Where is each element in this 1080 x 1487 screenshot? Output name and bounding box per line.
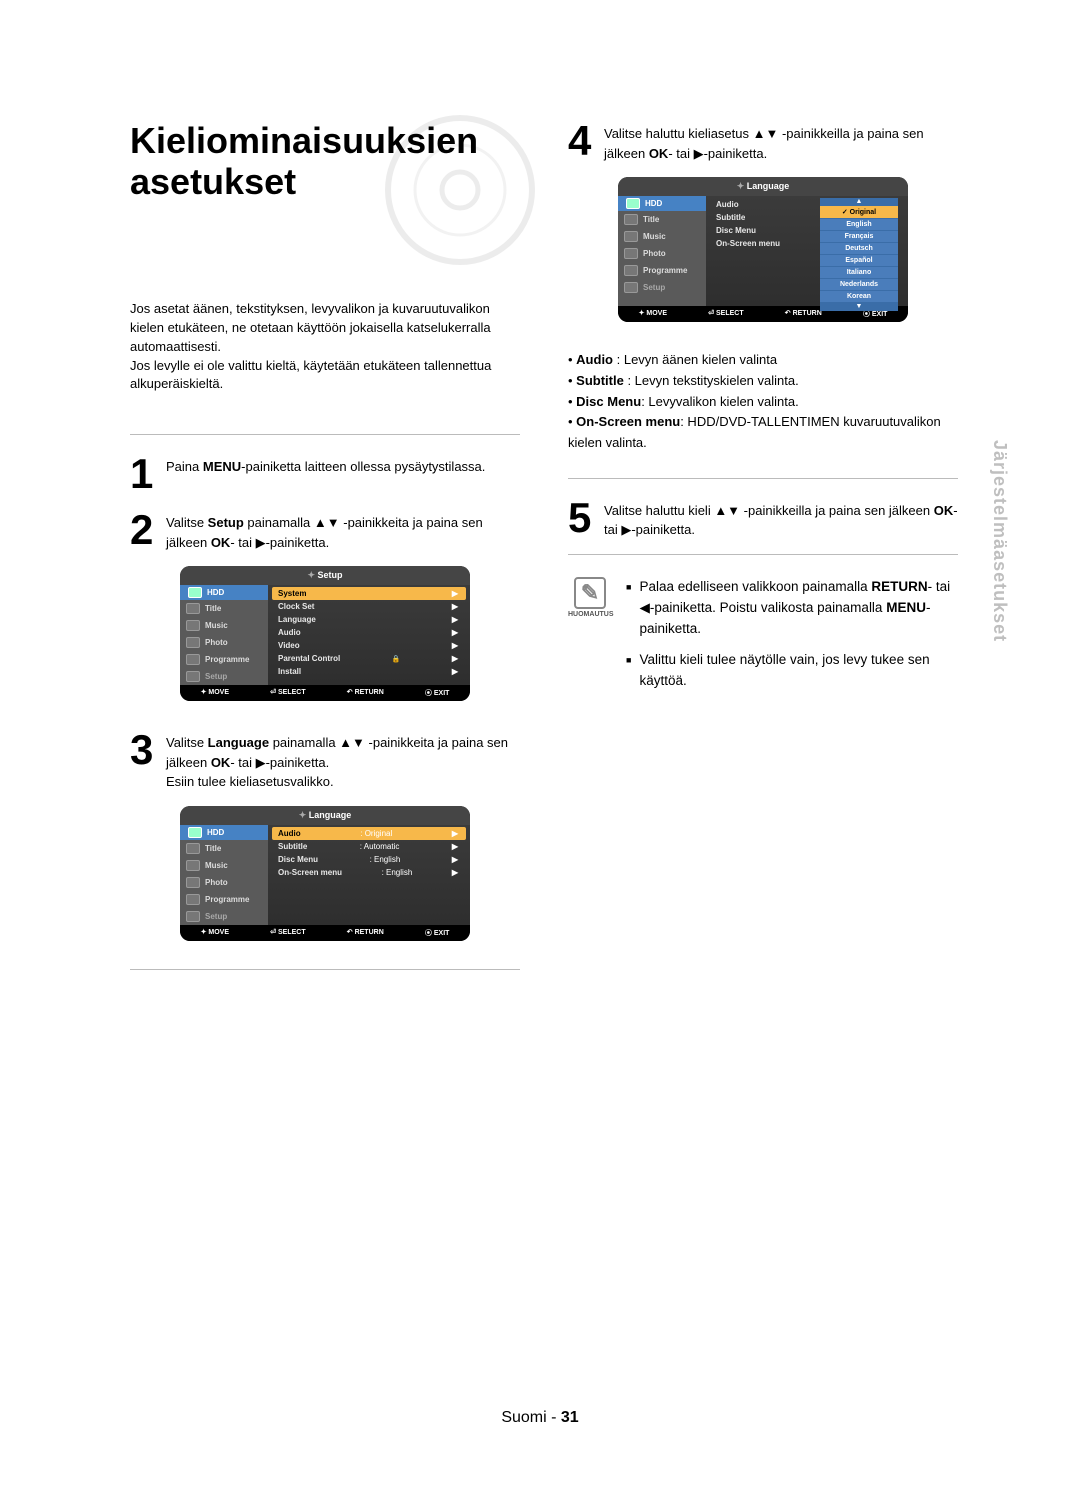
- intro-text: Jos asetat äänen, tekstityksen, levyvali…: [130, 300, 520, 394]
- step-body: Paina MENU-painiketta laitteen ollessa p…: [166, 453, 485, 495]
- divider: [130, 969, 520, 970]
- step-number: 5: [568, 497, 604, 540]
- step-body: Valitse haluttu kieliasetus ▲▼ -painikke…: [604, 120, 958, 163]
- step-number: 3: [130, 729, 166, 792]
- step-body: Valitse Language painamalla ▲▼ -painikke…: [166, 729, 520, 792]
- step-5: 5 Valitse haluttu kieli ▲▼ -painikkeilla…: [568, 497, 958, 540]
- step-4: 4 Valitse haluttu kieliasetus ▲▼ -painik…: [568, 120, 958, 163]
- osd-language-popup-screenshot: ✦ Language HDD Title Music Photo Program…: [618, 177, 908, 322]
- osd-setup-screenshot: ✦ Setup HDD Title Music Photo Programme …: [180, 566, 470, 701]
- section-side-tab: Järjestelmäasetukset: [989, 440, 1010, 642]
- page-title: Kieliominaisuuksien asetukset: [130, 120, 520, 203]
- language-dropdown: ▲ ✓ Original English Français Deutsch Es…: [820, 198, 898, 311]
- step-1: 1 Paina MENU-painiketta laitteen ollessa…: [130, 453, 520, 495]
- step-2: 2 Valitse Setup painamalla ▲▼ -painikkei…: [130, 509, 520, 552]
- page-footer: Suomi - 31: [0, 1409, 1080, 1427]
- divider: [568, 554, 958, 555]
- note-label: HUOMAUTUS: [568, 611, 614, 618]
- note-block: ✎ HUOMAUTUS ■ Palaa edelliseen valikkoon…: [568, 577, 958, 702]
- osd-language-screenshot: ✦ Language HDD Title Music Photo Program…: [180, 806, 470, 941]
- option-descriptions: • Audio : Levyn äänen kielen valinta • S…: [568, 350, 958, 454]
- step-body: Valitse haluttu kieli ▲▼ -painikkeilla j…: [604, 497, 958, 540]
- step-number: 2: [130, 509, 166, 552]
- step-number: 4: [568, 120, 604, 163]
- step-number: 1: [130, 453, 166, 495]
- divider: [130, 434, 520, 435]
- osd-sidebar: HDD Title Music Photo Programme Setup: [180, 585, 268, 685]
- note-icon: ✎: [574, 577, 606, 609]
- divider: [568, 478, 958, 479]
- step-body: Valitse Setup painamalla ▲▼ -painikkeita…: [166, 509, 520, 552]
- step-3: 3 Valitse Language painamalla ▲▼ -painik…: [130, 729, 520, 792]
- section-title-block: Kieliominaisuuksien asetukset: [130, 120, 520, 250]
